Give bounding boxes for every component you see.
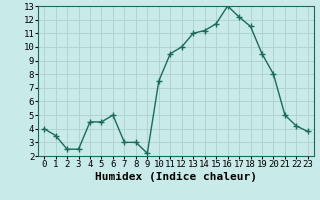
X-axis label: Humidex (Indice chaleur): Humidex (Indice chaleur) — [95, 172, 257, 182]
